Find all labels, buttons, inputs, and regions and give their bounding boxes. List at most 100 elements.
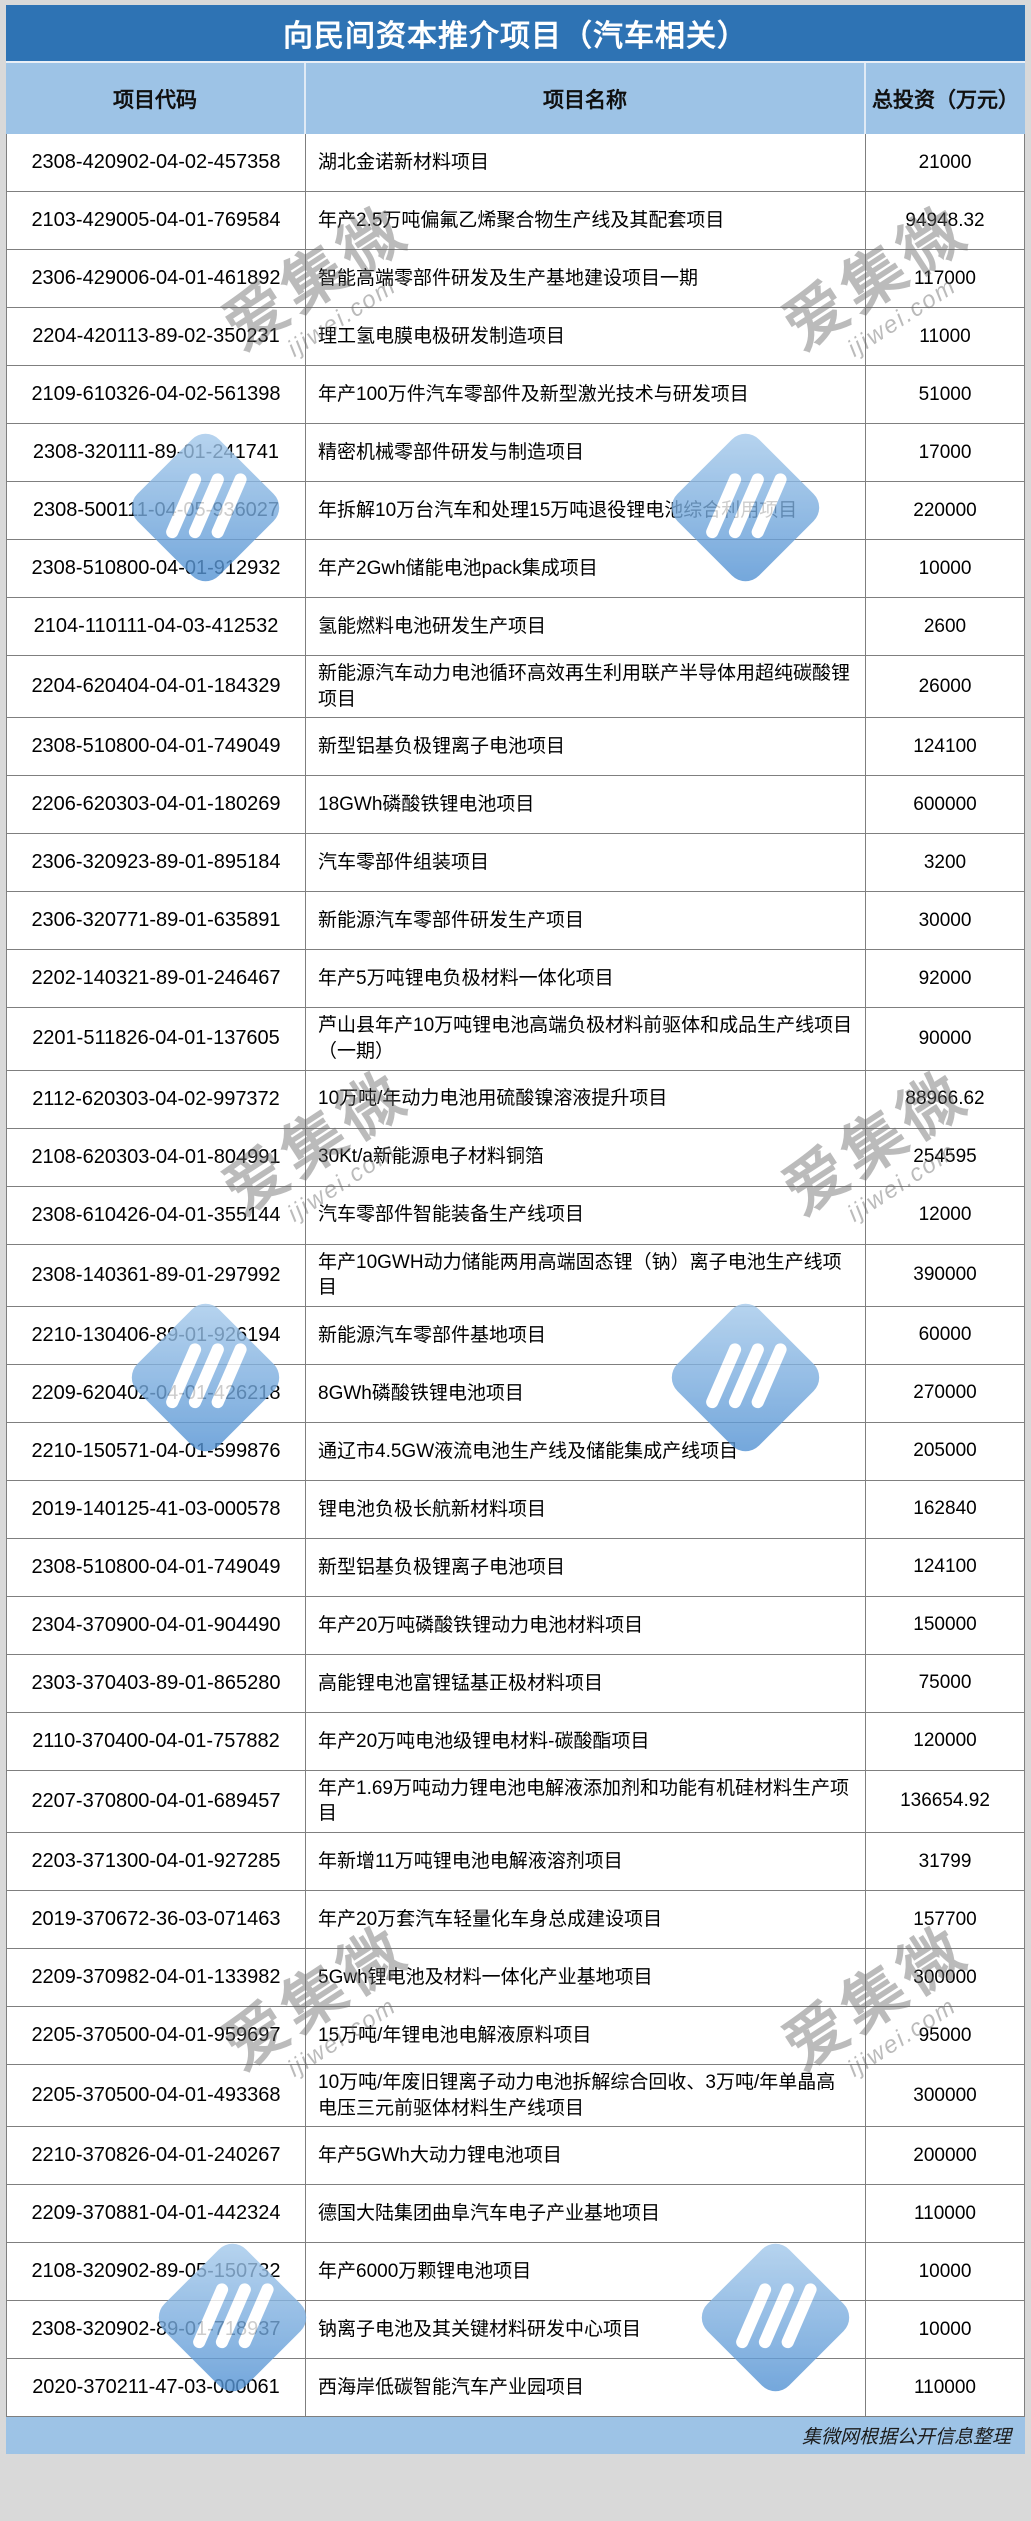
project-name-cell: 汽车零部件组装项目: [306, 834, 866, 892]
project-name-cell: 年产20万套汽车轻量化车身总成建设项目: [306, 1891, 866, 1949]
project-name-cell: 湖北金诺新材料项目: [306, 134, 866, 191]
investment-cell: 110000: [914, 2376, 976, 2398]
project-name-cell: 新型铝基负极锂离子电池项目: [306, 1538, 866, 1596]
table-row: 2209-370982-04-01-133982 5Gwh锂电池及材料一体化产业…: [7, 1949, 1024, 2008]
investment-cell: 21000: [918, 151, 972, 173]
project-code-cell: 2103-429005-04-01-769584: [7, 192, 306, 249]
table-row: 2112-620303-04-02-997372 10万吨/年动力电池用硫酸镍溶…: [7, 1070, 1024, 1129]
investment-cell: 31799: [918, 1850, 972, 1872]
table-row: 2304-370900-04-01-904490 年产20万吨磷酸铁锂动力电池材…: [7, 1596, 1024, 1655]
table-row: 2306-320923-89-01-895184 汽车零部件组装项目 3200: [7, 834, 1024, 893]
table-row: 2308-510800-04-01-912932 年产2Gwh储能电池pack集…: [7, 540, 1024, 598]
project-code-cell: 2306-320923-89-01-895184: [7, 834, 306, 892]
table-row: 2308-510800-04-01-749049 新型铝基负极锂离子电池项目 1…: [7, 718, 1024, 777]
table-row: 2020-370211-47-03-000061 西海岸低碳智能汽车产业园项目 …: [7, 2359, 1024, 2418]
investment-cell: 95000: [918, 2024, 972, 2046]
table-row: 2019-370672-36-03-071463 年产20万套汽车轻量化车身总成…: [7, 1891, 1024, 1950]
project-name-cell: 高能锂电池富锂锰基正极材料项目: [306, 1654, 866, 1712]
project-name-cell: 新能源汽车零部件基地项目: [306, 1306, 866, 1364]
table-row: 2201-511826-04-01-137605 芦山县年产10万吨锂电池高端负…: [7, 1008, 1024, 1071]
investment-cell: 94948.32: [905, 209, 985, 231]
table-row: 2110-370400-04-01-757882 年产20万吨电池级锂电材料-碳…: [7, 1712, 1024, 1771]
investment-cell: 26000: [918, 675, 972, 697]
project-code-cell: 2202-140321-89-01-246467: [7, 950, 306, 1008]
table-row: 2308-140361-89-01-297992 年产10GWH动力储能两用高端…: [7, 1244, 1024, 1307]
project-code-cell: 2201-511826-04-01-137605: [7, 1008, 306, 1070]
investment-cell: 10000: [918, 2318, 972, 2340]
table-row: 2210-370826-04-01-240267 年产5GWh大动力锂电池项目 …: [7, 2127, 1024, 2186]
investment-cell: 205000: [913, 1440, 977, 1462]
project-name-cell: 年新增11万吨锂电池电解液溶剂项目: [306, 1833, 866, 1891]
investment-cell: 51000: [918, 383, 972, 405]
investment-cell: 2600: [923, 615, 967, 637]
project-code-cell: 2308-510800-04-01-912932: [7, 540, 306, 597]
investment-cell: 120000: [913, 1730, 977, 1752]
project-name-cell: 西海岸低碳智能汽车产业园项目: [306, 2359, 866, 2417]
table-row: 2210-150571-04-01-599876 通辽市4.5GW液流电池生产线…: [7, 1422, 1024, 1481]
investment-cell: 75000: [918, 1672, 972, 1694]
investment-cell: 10000: [918, 2260, 972, 2282]
project-code-cell: 2204-620404-04-01-184329: [7, 656, 306, 718]
investment-cell: 600000: [913, 793, 977, 815]
project-code-cell: 2019-370672-36-03-071463: [7, 1891, 306, 1949]
table-header-row: 项目代码 项目名称 总投资（万元）: [6, 61, 1025, 134]
project-code-cell: 2205-370500-04-01-959697: [7, 2007, 306, 2065]
investment-cell: 10000: [918, 557, 972, 579]
project-code-cell: 2109-610326-04-02-561398: [7, 366, 306, 423]
investment-cell: 110000: [914, 2202, 976, 2224]
investment-cell: 124100: [913, 1556, 977, 1578]
project-code-cell: 2019-140125-41-03-000578: [7, 1480, 306, 1538]
investment-cell: 12000: [918, 1204, 972, 1226]
investment-cell: 220000: [913, 499, 977, 521]
project-code-cell: 2308-320111-89-01-241741: [7, 424, 306, 481]
investment-cell: 390000: [913, 1264, 977, 1286]
project-name-cell: 年产2.5万吨偏氟乙烯聚合物生产线及其配套项目: [306, 192, 866, 249]
project-code-cell: 2308-610426-04-01-355144: [7, 1186, 306, 1244]
page-title: 向民间资本推介项目（汽车相关）: [6, 5, 1025, 61]
project-code-cell: 2108-320902-89-05-150732: [7, 2243, 306, 2301]
project-code-cell: 2210-130406-89-01-926194: [7, 1306, 306, 1364]
table-row: 2308-320902-89-01-718937 钠离子电池及其关键材料研发中心…: [7, 2301, 1024, 2360]
project-code-cell: 2209-620402-04-01-426218: [7, 1364, 306, 1422]
project-code-cell: 2020-370211-47-03-000061: [7, 2359, 306, 2417]
project-name-cell: 新型铝基负极锂离子电池项目: [306, 718, 866, 776]
column-header-code: 项目代码: [6, 63, 306, 134]
table-row: 2108-320902-89-05-150732 年产6000万颗锂电池项目 1…: [7, 2243, 1024, 2302]
project-name-cell: 智能高端零部件研发及生产基地建设项目一期: [306, 250, 866, 307]
project-code-cell: 2308-500111-04-05-936027: [7, 482, 306, 539]
table-body: 2308-420902-04-02-457358 湖北金诺新材料项目 21000…: [6, 134, 1025, 2418]
project-code-cell: 2205-370500-04-01-493368: [7, 2065, 306, 2127]
project-name-cell: 5Gwh锂电池及材料一体化产业基地项目: [306, 1949, 866, 2007]
project-name-cell: 年产20万吨磷酸铁锂动力电池材料项目: [306, 1596, 866, 1654]
project-name-cell: 新能源汽车零部件研发生产项目: [306, 892, 866, 950]
investment-cell: 300000: [913, 1966, 977, 1988]
table-row: 2108-620303-04-01-804991 30Kt/a新能源电子材料铜箔…: [7, 1128, 1024, 1187]
project-name-cell: 通辽市4.5GW液流电池生产线及储能集成产线项目: [306, 1422, 866, 1480]
investment-cell: 11000: [919, 325, 971, 347]
project-name-cell: 年产5GWh大动力锂电池项目: [306, 2127, 866, 2185]
project-name-cell: 年产2Gwh储能电池pack集成项目: [306, 540, 866, 597]
table-row: 2306-429006-04-01-461892 智能高端零部件研发及生产基地建…: [7, 250, 1024, 308]
table-row: 2104-110111-04-03-412532 氢能燃料电池研发生产项目 26…: [7, 598, 1024, 656]
projects-table: 向民间资本推介项目（汽车相关） 项目代码 项目名称 总投资（万元） 2308-4…: [6, 5, 1025, 2455]
project-name-cell: 理工氢电膜电极研发制造项目: [306, 308, 866, 365]
investment-cell: 92000: [918, 967, 972, 989]
table-row: 2103-429005-04-01-769584 年产2.5万吨偏氟乙烯聚合物生…: [7, 192, 1024, 250]
project-name-cell: 年拆解10万台汽车和处理15万吨退役锂电池综合利用项目: [306, 482, 866, 539]
investment-cell: 136654.92: [900, 1790, 990, 1812]
project-code-cell: 2108-620303-04-01-804991: [7, 1128, 306, 1186]
project-name-cell: 锂电池负极长航新材料项目: [306, 1480, 866, 1538]
project-name-cell: 德国大陆集团曲阜汽车电子产业基地项目: [306, 2185, 866, 2243]
project-code-cell: 2308-140361-89-01-297992: [7, 1244, 306, 1306]
project-name-cell: 年产5万吨锂电负极材料一体化项目: [306, 950, 866, 1008]
table-row: 2204-620404-04-01-184329 新能源汽车动力电池循环高效再生…: [7, 656, 1024, 719]
table-row: 2203-371300-04-01-927285 年新增11万吨锂电池电解液溶剂…: [7, 1833, 1024, 1892]
project-name-cell: 15万吨/年锂电池电解液原料项目: [306, 2007, 866, 2065]
footer-band: 集微网根据公开信息整理: [6, 2417, 1025, 2455]
investment-cell: 124100: [913, 735, 977, 757]
table-row: 2306-320771-89-01-635891 新能源汽车零部件研发生产项目 …: [7, 892, 1024, 951]
table-row: 2019-140125-41-03-000578 锂电池负极长航新材料项目 16…: [7, 1480, 1024, 1539]
column-header-investment: 总投资（万元）: [872, 88, 1019, 112]
project-name-cell: 8GWh磷酸铁锂电池项目: [306, 1364, 866, 1422]
project-code-cell: 2209-370982-04-01-133982: [7, 1949, 306, 2007]
